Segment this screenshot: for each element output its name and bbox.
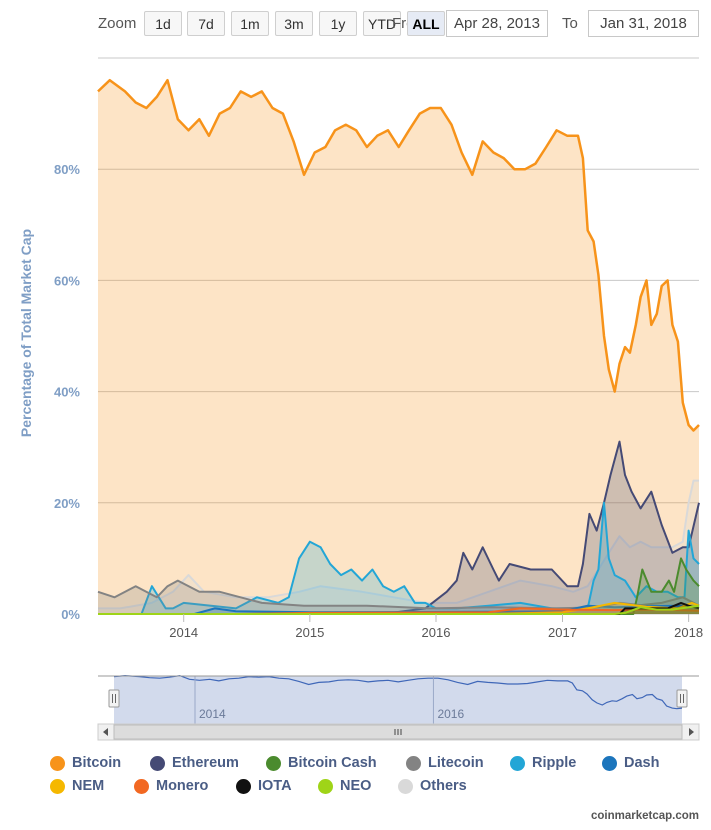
legend-label: Litecoin (428, 755, 484, 771)
legend-item-bitcoin[interactable]: Bitcoin (50, 755, 121, 771)
series-area-ethereum (98, 441, 699, 614)
zoom-3m-button[interactable]: 3m (275, 11, 313, 36)
zoom-all-button[interactable]: ALL (407, 11, 445, 36)
zoom-1y-button[interactable]: 1y (319, 11, 357, 36)
x-tick-label: 2015 (295, 625, 324, 640)
y-axis-label: Percentage of Total Market Cap (18, 229, 34, 437)
legend-marker-icon (398, 778, 413, 794)
scroll-right-icon (689, 728, 694, 736)
zoom-1m-button[interactable]: 1m (231, 11, 269, 36)
legend-label: IOTA (258, 778, 292, 794)
legend-item-ripple[interactable]: Ripple (510, 755, 576, 771)
to-label: To (562, 15, 578, 32)
legend-item-monero[interactable]: Monero (134, 778, 208, 794)
legend-item-litecoin[interactable]: Litecoin (406, 755, 484, 771)
zoom-7d-button[interactable]: 7d (187, 11, 225, 36)
y-tick-label: 40% (54, 385, 80, 400)
y-axis-ticks: 0% 20% 40% 60% 80% (54, 162, 80, 622)
legend-label: Monero (156, 778, 209, 794)
legend-item-bitcoin-cash[interactable]: Bitcoin Cash (266, 755, 377, 771)
navigator-panel: 2014 2016 (97, 674, 700, 741)
x-tick-label: 2016 (422, 625, 451, 640)
legend-marker-icon (318, 778, 333, 794)
x-tick-label: 2018 (674, 625, 703, 640)
legend-item-nem[interactable]: NEM (50, 778, 104, 794)
legend-label: Ethereum (172, 755, 239, 771)
legend-label: Bitcoin (72, 755, 122, 771)
navigator-tick-label: 2016 (437, 707, 464, 721)
navigator-tick-label: 2014 (199, 707, 226, 721)
legend-item-neo[interactable]: NEO (318, 778, 371, 794)
legend-marker-icon (510, 755, 525, 771)
zoom-label: Zoom (98, 15, 137, 32)
series-line-bitcoin-cash (98, 557, 700, 615)
legend-item-ethereum[interactable]: Ethereum (150, 755, 239, 771)
x-tick-label: 2017 (548, 625, 577, 640)
zoom-ytd-button[interactable]: YTD (363, 11, 401, 36)
x-axis-ticks: 2014 2015 2016 2017 2018 (169, 614, 703, 640)
series-area-iota (98, 602, 699, 614)
navigator-right-handle[interactable] (676, 689, 688, 708)
legend-item-dash[interactable]: Dash (602, 755, 659, 771)
legend-marker-icon (50, 778, 65, 794)
x-tick-label: 2014 (169, 625, 198, 640)
credits-link[interactable]: coinmarketcap.com (590, 810, 699, 822)
legend-marker-icon (602, 755, 617, 771)
y-tick-label: 0% (61, 607, 80, 622)
y-tick-label: 80% (54, 162, 80, 177)
series-line-bitcoin (97, 78, 700, 432)
y-tick-label: 60% (54, 273, 80, 288)
scroll-left-icon (103, 728, 108, 736)
zoom-1d-button[interactable]: 1d (144, 11, 182, 36)
legend-marker-icon (50, 755, 65, 771)
series-area-litecoin (98, 580, 699, 614)
market-cap-chart: 0% 20% 40% 60% 80% 2014 2015 2016 2017 2018 Perc… (18, 57, 703, 741)
y-tick-label: 20% (54, 496, 80, 511)
legend-marker-icon (236, 778, 251, 794)
series-area-neo (98, 605, 699, 614)
navigator-selection (114, 676, 682, 724)
range-selector-toolbar: Zoom 1d 7d 1m 3m 1y YTD From ALL Apr 28,… (0, 0, 711, 46)
navigator-series-line (113, 674, 683, 710)
series-area-bitcoin (98, 80, 699, 614)
legend-label: Others (420, 778, 467, 794)
legend-marker-icon (266, 755, 281, 771)
series-line-neo (98, 604, 700, 615)
legend-marker-icon (134, 778, 149, 794)
legend-marker-icon (150, 755, 165, 771)
series-area-ripple (98, 502, 699, 614)
series-area-nem (98, 602, 699, 614)
legend-item-others[interactable]: Others (398, 778, 467, 794)
legend-marker-icon (406, 755, 421, 771)
legend-label: Dash (624, 755, 660, 771)
legend-label: NEO (340, 778, 372, 794)
from-date-input[interactable]: Apr 28, 2013 (446, 10, 548, 37)
legend-label: NEM (72, 778, 105, 794)
legend-label: Bitcoin Cash (288, 755, 377, 771)
legend-item-iota[interactable]: IOTA (236, 778, 292, 794)
series-line-ethereum (98, 440, 700, 615)
series-areas (97, 78, 700, 615)
legend-label: Ripple (532, 755, 577, 771)
to-date-input[interactable]: Jan 31, 2018 (588, 10, 699, 37)
series-line-ripple (98, 501, 700, 615)
navigator-left-handle[interactable] (108, 689, 120, 708)
